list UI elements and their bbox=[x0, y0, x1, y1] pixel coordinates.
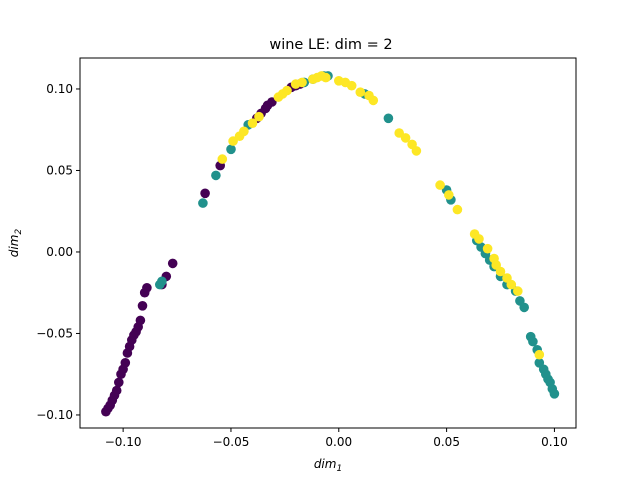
data-point bbox=[228, 136, 238, 146]
y-tick-label: 0.10 bbox=[46, 82, 73, 96]
data-point bbox=[506, 279, 517, 290]
data-point bbox=[411, 146, 422, 156]
y-tick-label: 0.00 bbox=[46, 245, 73, 259]
data-point bbox=[226, 144, 236, 155]
data-point bbox=[519, 302, 529, 313]
data-point bbox=[111, 385, 122, 396]
data-point bbox=[254, 111, 264, 122]
data-point bbox=[435, 180, 445, 190]
x-tick-label: −0.10 bbox=[105, 435, 142, 449]
y-tick-label: −0.05 bbox=[36, 326, 73, 340]
x-axis: −0.10 −0.05 0.00 0.05 0.10 bbox=[105, 428, 568, 449]
data-point bbox=[217, 154, 228, 164]
data-points bbox=[101, 71, 560, 417]
y-tick-label: −0.10 bbox=[36, 408, 73, 422]
data-point bbox=[444, 190, 454, 200]
x-tick-label: 0.00 bbox=[325, 435, 352, 449]
data-point bbox=[383, 113, 394, 124]
data-point bbox=[114, 377, 124, 388]
data-point bbox=[368, 95, 379, 106]
data-point bbox=[355, 87, 366, 97]
data-point bbox=[534, 349, 545, 360]
x-tick-label: 0.10 bbox=[541, 435, 568, 449]
data-point bbox=[482, 243, 493, 254]
y-axis: −0.10 −0.05 0.00 0.05 0.10 bbox=[36, 82, 80, 422]
data-point bbox=[400, 133, 411, 143]
data-point bbox=[528, 336, 538, 347]
y-axis-label: dim2 bbox=[7, 229, 24, 258]
data-point bbox=[211, 170, 221, 181]
data-point bbox=[549, 389, 560, 399]
chart-title: wine LE: dim = 2 bbox=[269, 37, 392, 53]
data-point bbox=[452, 204, 463, 215]
x-tick-label: 0.05 bbox=[433, 435, 460, 449]
data-point bbox=[239, 126, 249, 137]
data-point bbox=[137, 301, 148, 311]
data-point bbox=[200, 188, 210, 199]
y-tick-label: 0.05 bbox=[46, 163, 73, 177]
data-point bbox=[495, 266, 506, 277]
data-point bbox=[474, 234, 484, 244]
plot-area-frame bbox=[79, 57, 577, 429]
data-point bbox=[247, 118, 258, 128]
data-point bbox=[297, 77, 307, 88]
data-point bbox=[282, 85, 292, 96]
data-point bbox=[135, 315, 146, 326]
x-axis-label: dim1 bbox=[314, 457, 342, 474]
data-point bbox=[198, 198, 208, 208]
data-point bbox=[321, 72, 331, 83]
data-point bbox=[346, 80, 357, 91]
data-point bbox=[267, 97, 277, 107]
data-point bbox=[513, 286, 523, 296]
data-point bbox=[142, 283, 152, 293]
data-point bbox=[167, 258, 178, 269]
x-tick-label: −0.05 bbox=[213, 435, 250, 449]
data-point bbox=[157, 276, 167, 287]
data-point bbox=[120, 358, 131, 368]
